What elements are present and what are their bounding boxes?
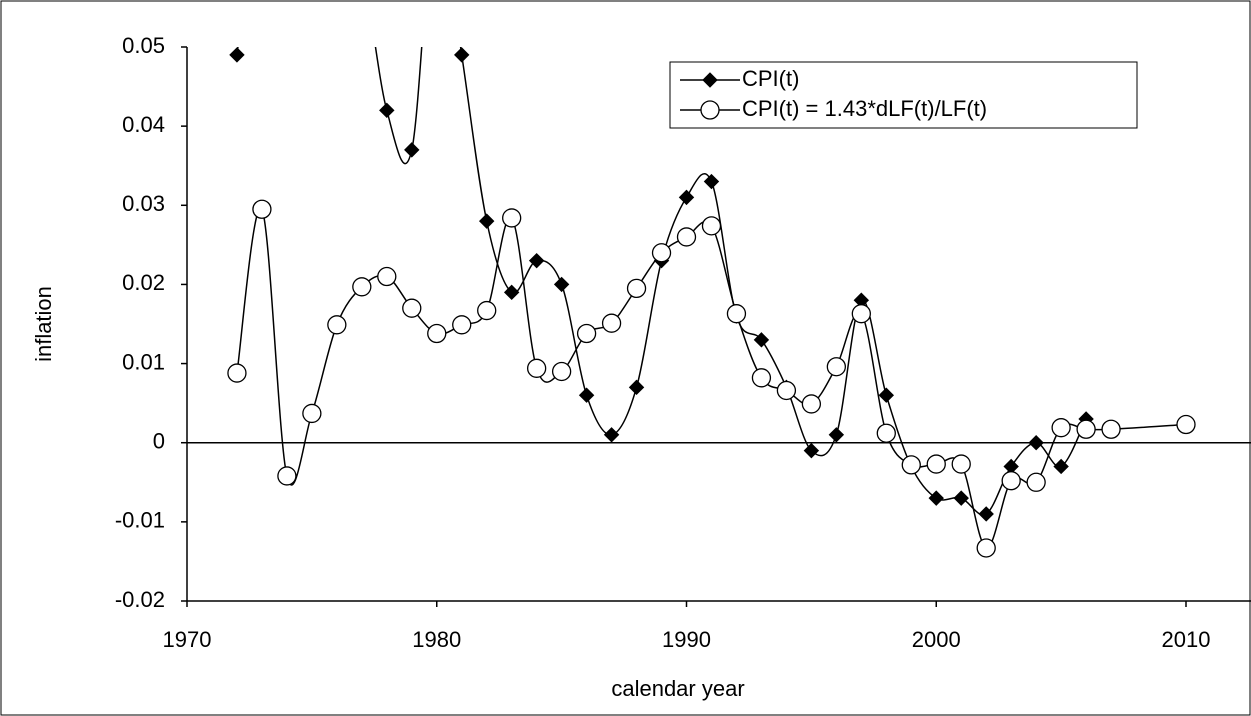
circle-marker bbox=[1026, 472, 1046, 492]
diamond-marker bbox=[1028, 435, 1044, 451]
circle-marker bbox=[427, 323, 447, 344]
circle-marker bbox=[651, 243, 672, 263]
circle-marker bbox=[1051, 418, 1071, 438]
circle-marker bbox=[876, 423, 896, 443]
legend-label: CPI(t) = 1.43*dLF(t)/LF(t) bbox=[742, 96, 987, 121]
diamond-marker bbox=[828, 427, 845, 443]
diamond-marker bbox=[628, 379, 645, 396]
circle-marker bbox=[327, 315, 347, 335]
circle-marker bbox=[452, 315, 472, 335]
y-tick-label: -0.02 bbox=[115, 587, 165, 612]
circle-marker bbox=[951, 454, 971, 474]
diamond-marker bbox=[803, 442, 820, 459]
circle-marker bbox=[626, 278, 647, 299]
diamond-marker bbox=[478, 213, 495, 229]
y-tick-label: 0 bbox=[153, 429, 165, 454]
circle-marker bbox=[676, 227, 697, 247]
y-axis-label: inflation bbox=[31, 286, 56, 362]
circle-marker bbox=[402, 298, 422, 318]
circle-marker bbox=[527, 358, 547, 378]
diamond-marker bbox=[878, 387, 895, 403]
circle-marker bbox=[551, 361, 572, 382]
diamond-marker bbox=[1053, 458, 1069, 475]
circle-marker bbox=[976, 538, 996, 558]
legend-label: CPI(t) bbox=[742, 66, 799, 91]
circle-marker bbox=[352, 277, 372, 297]
circle-marker bbox=[377, 266, 397, 287]
circle-marker bbox=[1001, 471, 1021, 491]
circle-marker bbox=[751, 368, 772, 388]
circle-marker bbox=[1176, 414, 1196, 435]
circle-marker bbox=[576, 323, 597, 344]
circle-marker bbox=[926, 454, 946, 474]
diamond-marker bbox=[503, 284, 520, 301]
x-tick-label: 2010 bbox=[1162, 627, 1211, 652]
diamond-marker bbox=[454, 47, 470, 63]
diamond-marker bbox=[702, 72, 718, 88]
plot-area bbox=[227, 47, 1196, 558]
diamond-marker bbox=[379, 102, 395, 119]
diamond-marker bbox=[578, 387, 595, 403]
circle-marker bbox=[252, 199, 272, 219]
legend: CPI(t) CPI(t) = 1.43*dLF(t)/LF(t) bbox=[669, 61, 1138, 129]
circle-marker bbox=[502, 208, 522, 228]
diamond-marker bbox=[528, 252, 545, 269]
circle-marker bbox=[851, 304, 871, 324]
diamond-marker bbox=[678, 189, 695, 206]
circle-marker bbox=[801, 394, 822, 414]
circle-marker bbox=[277, 466, 297, 486]
diamond-marker bbox=[978, 506, 994, 522]
circle-marker bbox=[302, 403, 322, 424]
circle-marker bbox=[726, 304, 747, 324]
diamond-marker bbox=[953, 490, 969, 506]
diamond-marker bbox=[553, 276, 570, 293]
circle-marker bbox=[700, 100, 720, 120]
legend-box bbox=[669, 61, 1138, 129]
x-tick-label: 1980 bbox=[412, 627, 461, 652]
y-tick-label: 0.02 bbox=[122, 270, 165, 295]
circle-marker bbox=[227, 363, 247, 383]
circle-marker bbox=[776, 380, 797, 401]
y-tick-label: 0.05 bbox=[122, 33, 165, 58]
diamond-marker bbox=[229, 47, 245, 63]
circle-marker bbox=[901, 455, 921, 475]
series-line bbox=[236, 207, 1187, 549]
diamond-marker bbox=[603, 427, 620, 443]
x-tick-label: 1990 bbox=[662, 627, 711, 652]
circle-marker bbox=[826, 357, 846, 377]
y-tick-label: -0.01 bbox=[115, 508, 165, 533]
diamond-marker bbox=[753, 332, 770, 348]
circle-marker bbox=[701, 216, 722, 236]
circle-marker bbox=[477, 300, 497, 321]
y-tick-label: 0.03 bbox=[122, 191, 165, 216]
y-tick-label: 0.04 bbox=[122, 112, 165, 137]
y-tick-label: 0.01 bbox=[122, 349, 165, 374]
x-axis-label: calendar year bbox=[611, 676, 744, 701]
x-tick-label: 2000 bbox=[912, 627, 961, 652]
x-tick-label: 1970 bbox=[163, 627, 212, 652]
circle-marker bbox=[1101, 419, 1121, 439]
diamond-marker bbox=[703, 173, 720, 190]
diamond-marker bbox=[404, 142, 420, 158]
circle-marker bbox=[601, 313, 622, 333]
circle-marker bbox=[1076, 419, 1096, 439]
diamond-marker bbox=[928, 490, 944, 506]
